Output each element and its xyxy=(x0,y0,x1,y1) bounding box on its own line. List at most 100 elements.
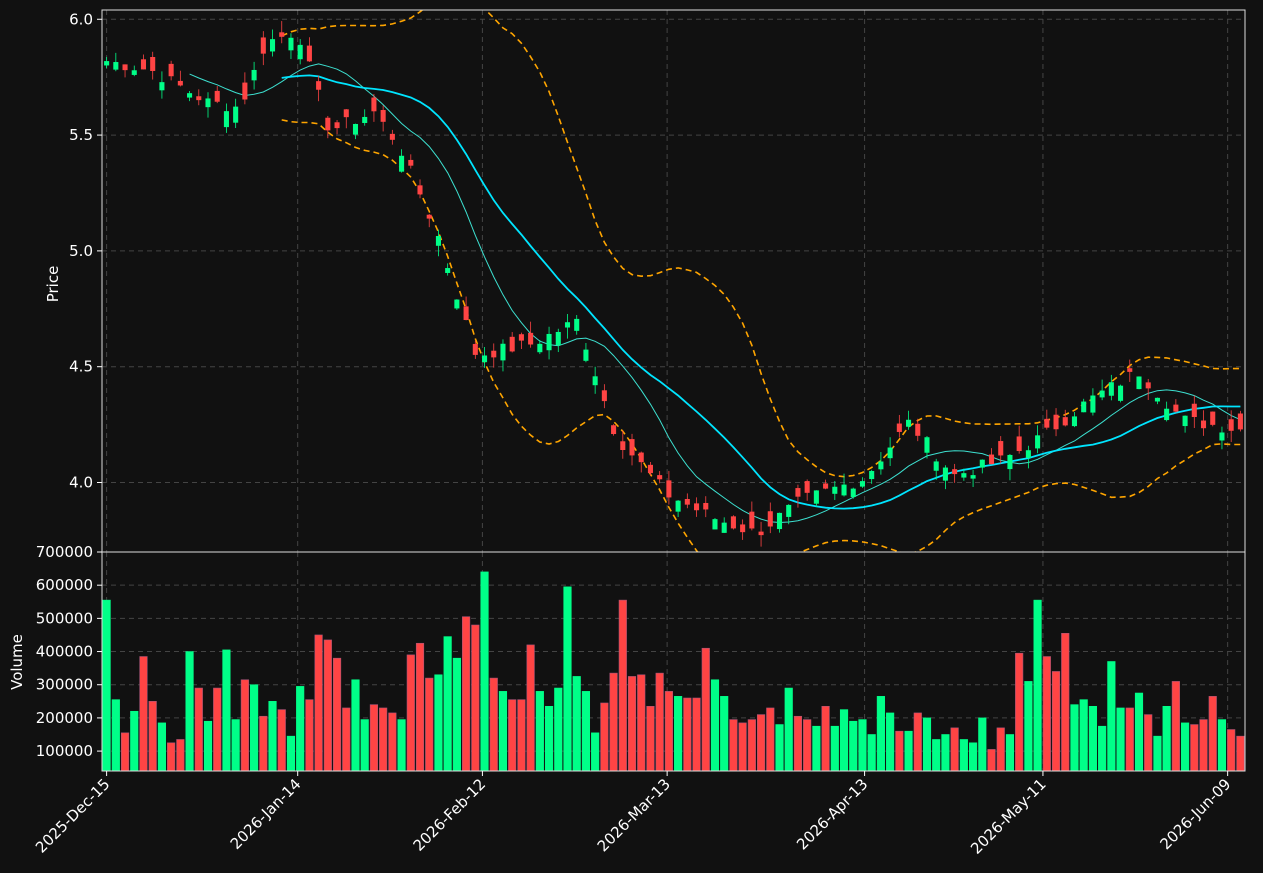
volume-bar xyxy=(305,699,314,772)
candle-body xyxy=(915,423,921,436)
volume-bar xyxy=(388,712,397,772)
volume-bar xyxy=(471,624,480,772)
candle-body xyxy=(417,185,423,195)
candle-body xyxy=(684,498,690,505)
volume-bar xyxy=(895,730,904,772)
candle-body xyxy=(1228,419,1234,431)
candle-body xyxy=(1173,404,1179,412)
candle-body xyxy=(482,355,488,363)
candle-body xyxy=(288,37,294,51)
candle-body xyxy=(500,343,506,361)
volume-bar xyxy=(434,674,443,772)
candle-body xyxy=(869,471,875,480)
volume-bar xyxy=(812,725,821,772)
volume-bar xyxy=(674,696,683,772)
volume-bar xyxy=(1227,729,1236,772)
candle-body xyxy=(1164,408,1170,421)
candle-body xyxy=(758,531,764,536)
volume-bar xyxy=(968,742,978,772)
price-axis-label: Price xyxy=(44,266,62,303)
volume-bar xyxy=(250,684,259,772)
candle-body xyxy=(979,459,985,468)
volume-bar xyxy=(766,707,775,772)
volume-bar xyxy=(932,739,941,772)
candle-body xyxy=(961,473,967,478)
volume-bar xyxy=(922,717,932,772)
volume-y-tick-label: 500000 xyxy=(36,609,93,627)
price-y-tick-label: 5.0 xyxy=(69,242,93,260)
volume-bar xyxy=(793,715,803,772)
volume-bar xyxy=(508,699,517,772)
candle-body xyxy=(1035,435,1041,449)
candle-body xyxy=(177,80,183,86)
candle-body xyxy=(601,390,607,402)
volume-bar xyxy=(858,719,867,772)
volume-bar xyxy=(1107,661,1116,772)
candle-body xyxy=(463,306,469,320)
volume-bar xyxy=(213,687,222,772)
volume-bar xyxy=(1171,681,1180,772)
volume-bar xyxy=(203,720,213,772)
volume-bar xyxy=(517,699,526,772)
candle-body xyxy=(730,516,736,529)
volume-bar xyxy=(369,704,379,772)
volume-bar xyxy=(950,727,959,772)
price-y-tick-label: 5.5 xyxy=(69,126,93,144)
volume-bar xyxy=(913,712,922,772)
volume-bar xyxy=(581,691,591,772)
upper-band-line xyxy=(281,10,1241,478)
candle-body xyxy=(583,349,589,361)
volume-bar xyxy=(904,730,913,772)
candle-body xyxy=(223,111,229,128)
volume-bar xyxy=(120,732,130,772)
candle-body xyxy=(933,461,939,471)
candle-body xyxy=(196,96,202,101)
candle-body xyxy=(426,214,432,219)
volume-bar xyxy=(277,709,286,772)
volume-bar xyxy=(729,719,738,772)
candle-body xyxy=(1025,450,1031,458)
volume-bar xyxy=(830,725,839,772)
volume-bar xyxy=(839,709,849,772)
candle-body xyxy=(813,490,819,504)
candle-body xyxy=(906,419,912,427)
candle-body xyxy=(445,268,451,273)
volume-bar xyxy=(720,696,729,772)
candle-body xyxy=(1191,403,1197,418)
candle-body xyxy=(140,59,147,70)
volume-bar xyxy=(130,710,139,772)
candle-body xyxy=(104,61,110,66)
volume-bar xyxy=(1098,725,1107,772)
volume-bar xyxy=(111,699,120,772)
candle-body xyxy=(629,439,635,456)
candle-body xyxy=(1127,368,1133,372)
volume-bar xyxy=(1079,699,1088,772)
volume-bar xyxy=(480,571,489,772)
price-y-tick-label: 4.0 xyxy=(69,474,93,492)
candle-body xyxy=(998,441,1004,456)
volume-bar xyxy=(618,599,627,772)
candle-body xyxy=(1090,395,1096,413)
volume-bar xyxy=(314,634,323,772)
volume-bar xyxy=(609,672,618,772)
candle-body xyxy=(611,425,617,435)
volume-bar xyxy=(1033,599,1042,772)
price-y-ticks: 4.0 4.5 5.0 5.5 6.0 xyxy=(69,10,102,492)
candle-body xyxy=(205,98,211,108)
volume-bar xyxy=(591,732,600,772)
candle-body xyxy=(352,123,359,135)
candle-body xyxy=(251,69,257,81)
volume-bar xyxy=(379,707,388,772)
candle-body xyxy=(1210,411,1216,425)
volume-bar xyxy=(443,636,452,772)
candle-body xyxy=(343,109,349,118)
candle-body xyxy=(1145,382,1151,389)
volume-bar xyxy=(231,719,240,772)
volume-bar xyxy=(803,719,812,772)
candle-body xyxy=(804,481,810,493)
candle-body xyxy=(786,504,792,517)
candle-body xyxy=(823,483,829,489)
candle-body xyxy=(767,511,773,527)
candle-body xyxy=(721,522,727,533)
